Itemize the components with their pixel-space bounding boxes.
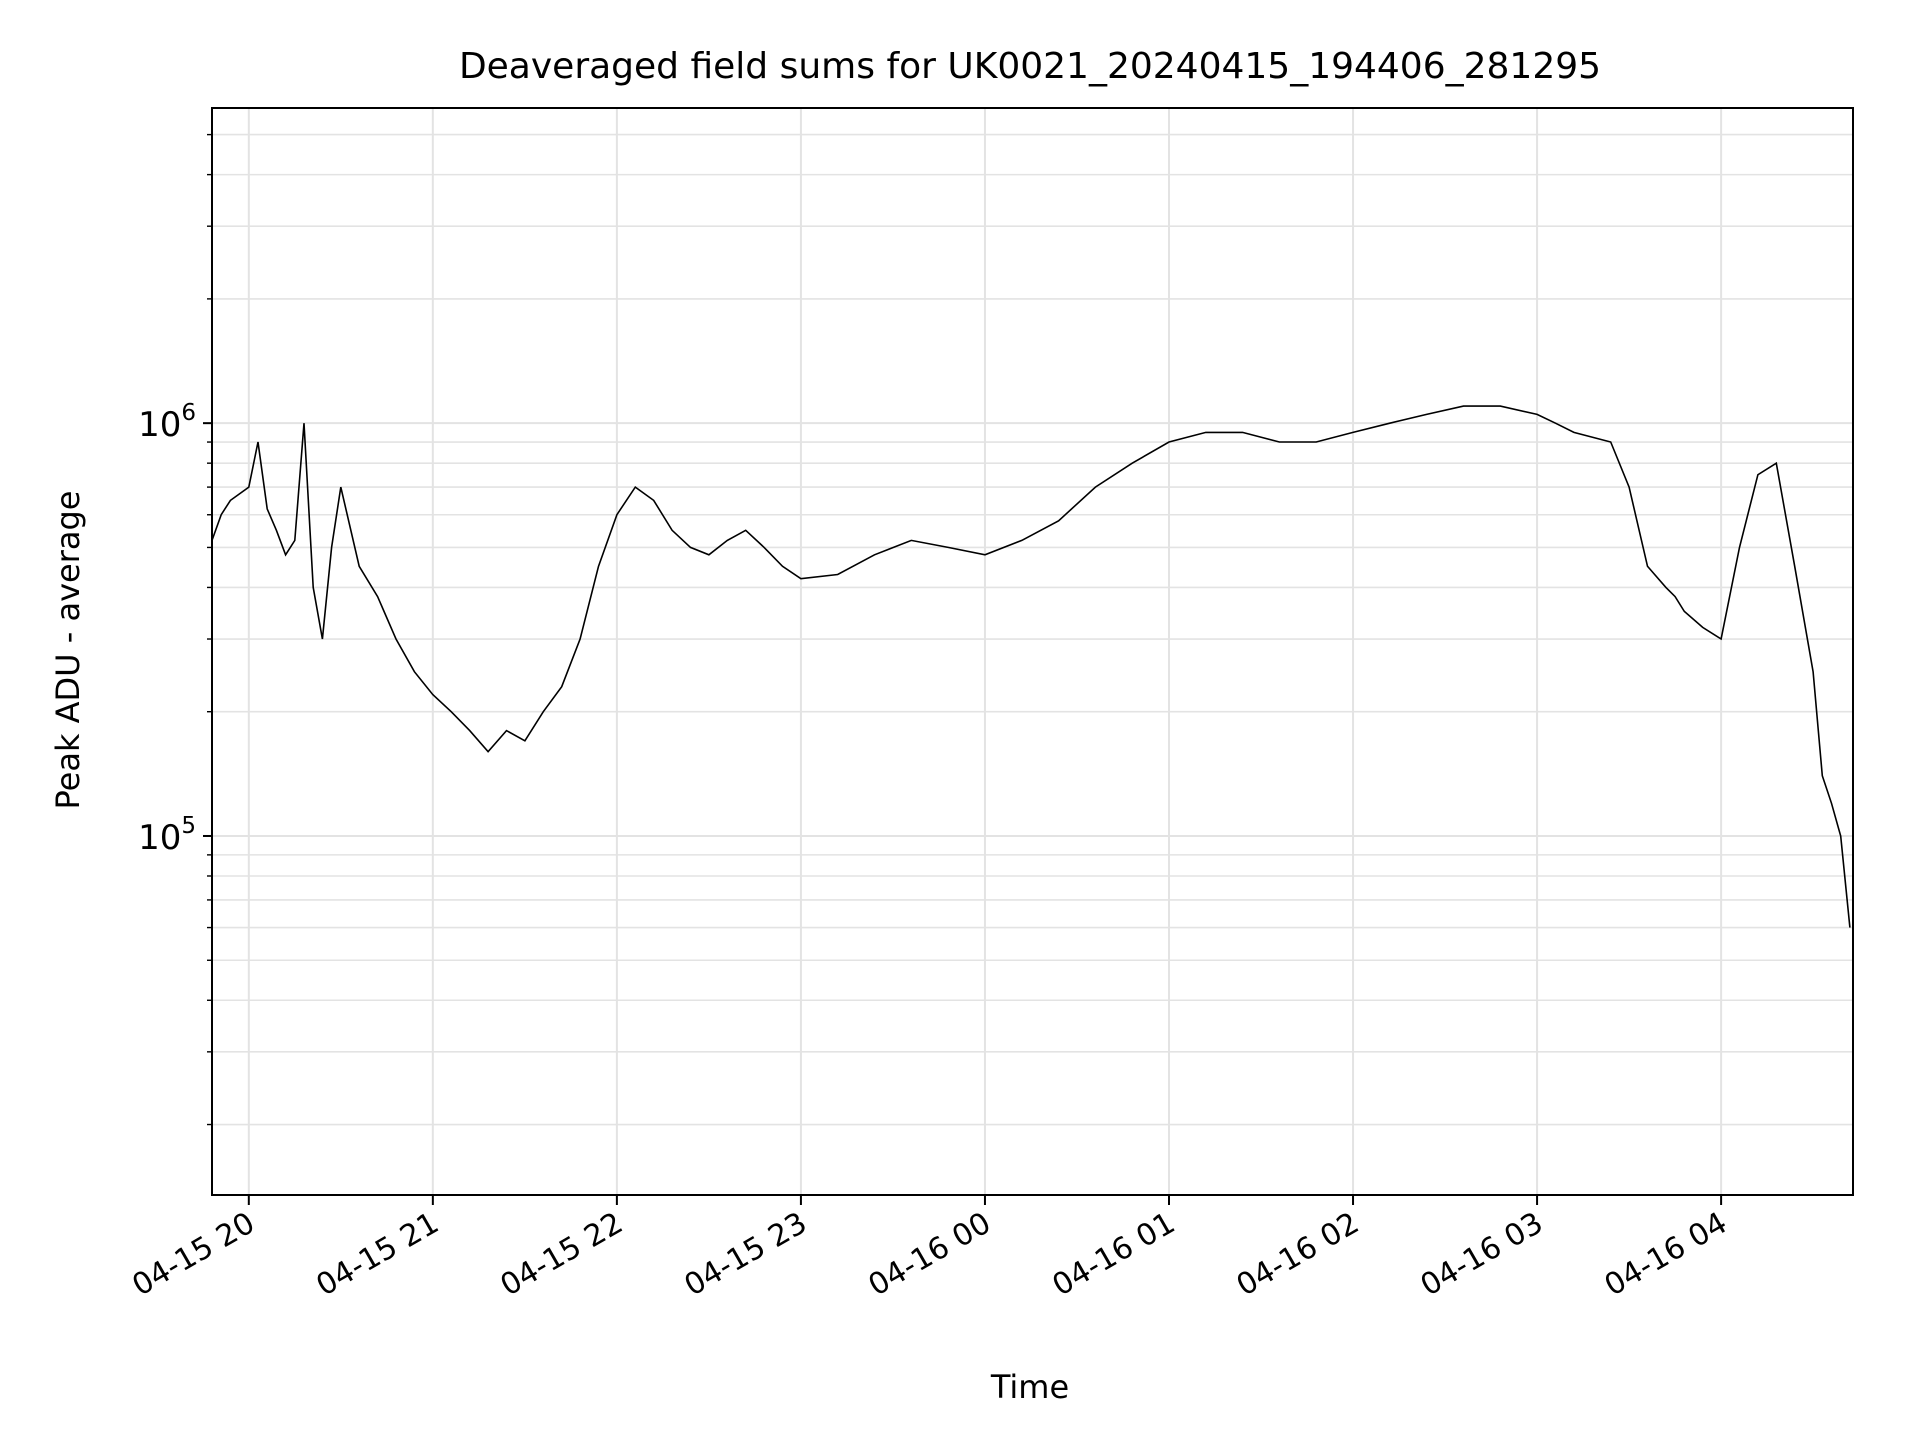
plot-frame xyxy=(211,107,1854,1196)
chart-title: Deaveraged field sums for UK0021_2024041… xyxy=(459,46,1601,87)
grid xyxy=(212,108,1853,1195)
plot-area xyxy=(211,405,1851,928)
series-line xyxy=(211,405,1851,928)
y-axis-label: Peak ADU - average xyxy=(49,491,87,810)
x-axis-label: Time xyxy=(990,1368,1069,1406)
